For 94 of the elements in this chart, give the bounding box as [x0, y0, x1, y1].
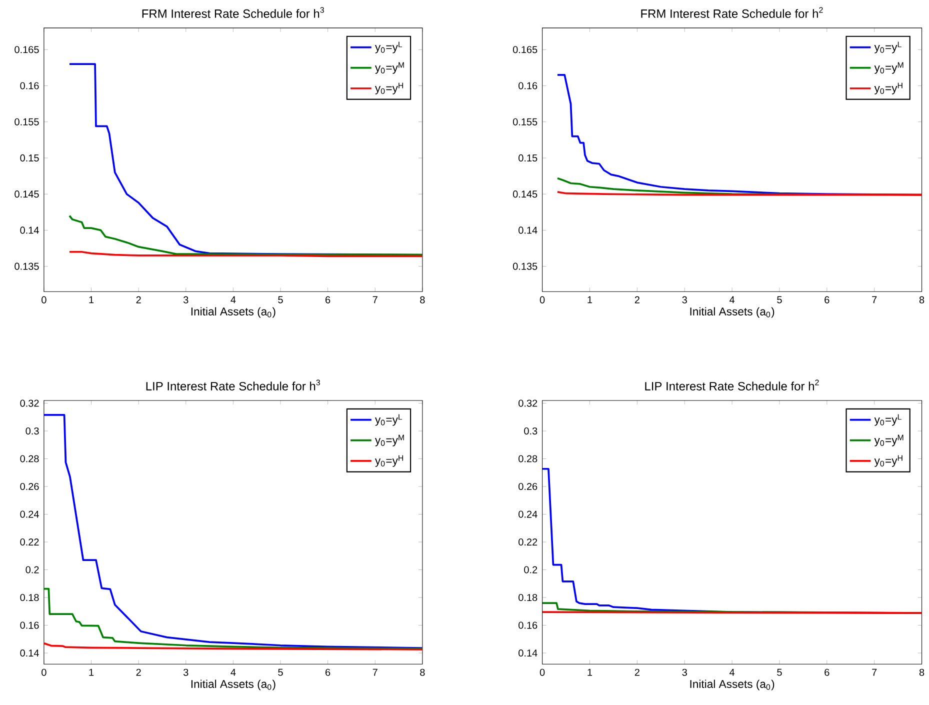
y-tick-label: 0.32 [518, 400, 538, 407]
chart-title: FRM Interest Rate Schedule for h$^{3}$ [142, 7, 324, 18]
x-tick-label: 7 [872, 668, 877, 676]
y-tick-label: 0.155 [512, 118, 538, 126]
legend-label: y$_{0}$=y$^{M}$ [374, 434, 404, 446]
x-tick-label: 2 [634, 296, 640, 304]
x-tick-label: 3 [183, 668, 188, 676]
x-tick-label: 2 [634, 668, 640, 676]
x-tick-label: 1 [89, 668, 94, 676]
x-axis-title: Initial Assets (a$_{0}$) [191, 680, 276, 690]
y-tick-label: 0.3 [524, 427, 538, 435]
x-tick-label: 4 [729, 296, 735, 304]
y-tick-label: 0.145 [14, 190, 39, 198]
y-tick-label: 0.32 [20, 400, 39, 407]
legend-label: y$_{0}$=y$^{M}$ [374, 62, 404, 74]
y-tick-label: 0.26 [20, 482, 39, 490]
x-axis-title: Initial Assets (a$_{0}$) [690, 680, 774, 690]
y-tick-label: 0.24 [20, 510, 39, 518]
legend-label: y$_{0}$=y$^{H}$ [374, 82, 404, 94]
y-tick-label: 0.16 [20, 82, 39, 90]
x-tick-label: 1 [588, 296, 592, 304]
y-tick-label: 0.14 [518, 226, 538, 234]
line-series [68, 214, 422, 256]
legend-label: y$_{0}$=y$^{M}$ [874, 434, 904, 446]
x-tick-label: 8 [919, 296, 924, 304]
y-tick-label: 0.16 [20, 622, 39, 629]
legend-label: y$_{0}$=y$^{H}$ [374, 455, 404, 467]
x-tick-label: 2 [136, 296, 141, 304]
x-tick-label: 6 [824, 668, 830, 676]
x-axis-title: Initial Assets (a$_{0}$) [690, 307, 774, 318]
legend-label: y$_{0}$=y$^{M}$ [874, 62, 904, 74]
legend-label: y$_{0}$=y$^{L}$ [874, 42, 902, 54]
x-tick-label: 6 [326, 668, 330, 676]
x-tick-label: 0 [540, 668, 545, 676]
x-tick-label: 4 [729, 668, 735, 676]
x-tick-label: 7 [372, 296, 378, 304]
y-tick-label: 0.28 [20, 455, 39, 462]
y-tick-label: 0.24 [518, 510, 538, 518]
y-tick-label: 0.2 [524, 566, 538, 574]
line-series [44, 642, 422, 650]
y-tick-label: 0.14 [518, 649, 538, 657]
y-tick-label: 0.145 [512, 190, 538, 198]
y-tick-label: 0.155 [14, 118, 39, 126]
y-tick-label: 0.22 [518, 538, 538, 546]
y-tick-label: 0.15 [518, 154, 538, 162]
x-axis-title: Initial Assets (a$_{0}$) [191, 307, 276, 318]
x-tick-label: 8 [919, 668, 924, 676]
y-tick-label: 0.22 [20, 538, 39, 546]
x-tick-label: 5 [777, 668, 782, 676]
legend-label: y$_{0}$=y$^{H}$ [874, 82, 902, 94]
x-tick-label: 3 [682, 668, 687, 676]
chart-title: FRM Interest Rate Schedule for h$^{2}$ [641, 7, 823, 18]
x-tick-label: 8 [420, 668, 425, 676]
legend-label: y$_{0}$=y$^{L}$ [374, 414, 402, 426]
chart-title: LIP Interest Rate Schedule for h$^{2}$ [645, 380, 819, 390]
y-tick-label: 0.165 [512, 46, 538, 54]
y-tick-label: 0.165 [14, 46, 39, 54]
y-tick-label: 0.16 [518, 622, 538, 629]
x-tick-label: 7 [872, 296, 877, 304]
line-series [44, 588, 422, 650]
y-tick-label: 0.3 [26, 427, 39, 435]
chart-title: LIP Interest Rate Schedule for h$^{3}$ [146, 380, 320, 390]
x-tick-label: 8 [420, 296, 425, 304]
x-tick-label: 2 [136, 668, 141, 676]
legend-label: y$_{0}$=y$^{H}$ [874, 455, 902, 467]
y-tick-label: 0.16 [518, 82, 538, 90]
y-tick-label: 0.18 [518, 594, 538, 602]
y-tick-label: 0.26 [518, 482, 538, 490]
x-tick-label: 1 [588, 668, 592, 676]
x-tick-label: 3 [183, 296, 188, 304]
y-tick-label: 0.14 [20, 226, 39, 234]
y-tick-label: 0.135 [512, 262, 538, 270]
legend-label: y$_{0}$=y$^{L}$ [374, 42, 402, 54]
y-tick-label: 0.28 [518, 455, 538, 462]
line-series [44, 414, 422, 649]
x-tick-label: 0 [540, 296, 545, 304]
x-tick-label: 7 [372, 668, 378, 676]
y-tick-label: 0.14 [20, 649, 39, 657]
x-tick-label: 0 [42, 296, 46, 304]
legend-label: y$_{0}$=y$^{L}$ [874, 414, 902, 426]
y-tick-label: 0.135 [14, 262, 39, 270]
y-tick-label: 0.18 [20, 594, 39, 602]
x-tick-label: 6 [824, 296, 830, 304]
x-tick-label: 6 [326, 296, 330, 304]
x-tick-label: 1 [89, 296, 94, 304]
x-tick-label: 3 [682, 296, 687, 304]
y-tick-label: 0.15 [20, 154, 39, 162]
x-tick-label: 4 [230, 296, 236, 304]
x-tick-label: 5 [278, 668, 283, 676]
y-tick-label: 0.2 [26, 566, 39, 574]
x-tick-label: 0 [42, 668, 46, 676]
x-tick-label: 5 [777, 296, 782, 304]
x-tick-label: 4 [230, 668, 236, 676]
x-tick-label: 5 [278, 296, 283, 304]
